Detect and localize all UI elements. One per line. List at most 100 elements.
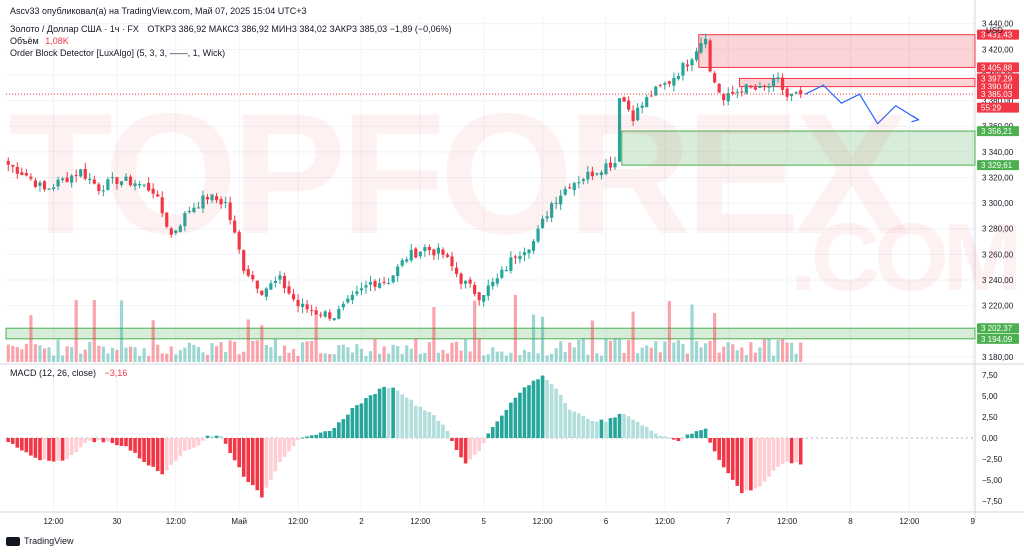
order-block-zones: [5, 34, 976, 340]
volume-bar: [690, 304, 694, 362]
price-label-text: 3 194,09: [981, 335, 1013, 344]
volume-bar: [495, 351, 499, 362]
volume-bar: [147, 355, 151, 362]
price-tick-label: 3 280,00: [982, 225, 1014, 234]
macd-bar: [703, 428, 708, 438]
macd-bar: [359, 403, 364, 438]
candle-body: [649, 95, 653, 97]
candle-body: [33, 180, 38, 187]
macd-bar: [663, 436, 667, 438]
volume-bar: [780, 339, 785, 362]
macd-bar: [626, 416, 631, 438]
candle-body: [156, 194, 160, 197]
indicator-legend[interactable]: Order Block Detector [LuxAlgo] (5, 3, 3,…: [10, 48, 226, 58]
price-label-text: 3 356,21: [981, 127, 1013, 136]
macd-bar: [794, 438, 798, 463]
candle-body: [418, 251, 422, 257]
macd-bar: [640, 425, 645, 438]
volume-bar: [169, 346, 173, 362]
volume-bar: [355, 344, 359, 362]
price-tick-label: 3 320,00: [982, 173, 1014, 182]
candle-body: [590, 171, 594, 177]
volume-bar: [735, 350, 739, 362]
volume-bar: [717, 352, 721, 362]
candle-body: [504, 269, 508, 271]
candle-body: [608, 162, 613, 168]
macd-bar: [164, 438, 169, 471]
macd-bar: [273, 438, 278, 472]
candle-body: [368, 281, 373, 285]
bullish-order-block: [621, 130, 976, 166]
macd-bar: [300, 437, 305, 439]
volume-bar: [468, 351, 472, 362]
volume-bar: [631, 311, 635, 362]
candle-body: [47, 188, 51, 190]
volume-bar: [441, 349, 445, 362]
time-tick-label: 12:00: [777, 517, 798, 526]
volume-bar: [518, 354, 522, 362]
macd-tick-label: 2,50: [982, 413, 998, 422]
price-tick-label: 3 420,00: [982, 45, 1014, 54]
time-tick-label: 12:00: [410, 517, 431, 526]
macd-bar: [368, 395, 373, 438]
price-label-badge: [977, 126, 1019, 137]
candle-body: [409, 249, 413, 261]
macd-bar: [604, 421, 608, 438]
candle-body: [282, 275, 287, 289]
volume-bar: [151, 320, 155, 362]
macd-bar: [155, 438, 160, 472]
macd-bar: [309, 435, 314, 438]
candle-body: [477, 292, 481, 301]
candle-body: [183, 213, 187, 227]
currency-label[interactable]: USD: [986, 26, 1003, 35]
candle-body: [373, 280, 377, 287]
macd-bar: [323, 431, 328, 438]
volume-bar: [183, 347, 187, 362]
candle-body: [219, 199, 223, 205]
macd-bar: [250, 438, 255, 486]
time-tick-label: 12:00: [288, 517, 309, 526]
candle-body: [531, 241, 536, 251]
macd-bar: [178, 438, 183, 456]
macd-bar: [318, 432, 323, 438]
volume-bar: [42, 348, 47, 362]
candle-body: [631, 110, 635, 121]
macd-bar: [586, 418, 590, 438]
volume-bar: [350, 352, 354, 362]
candle-body: [396, 266, 400, 277]
macd-bar: [106, 438, 110, 442]
volume-bar: [74, 300, 78, 362]
candle-body: [314, 310, 318, 315]
macd-bar: [83, 438, 88, 444]
macd-bar: [151, 438, 155, 467]
macd-bar: [264, 438, 269, 488]
volume-bar: [201, 352, 205, 362]
macd-bar: [581, 415, 586, 438]
macd-bar: [101, 438, 106, 443]
candle-body: [119, 181, 124, 185]
volume-bar: [563, 351, 567, 362]
candle-body: [242, 250, 246, 271]
candle-body: [128, 176, 133, 186]
macd-label[interactable]: MACD (12, 26, close): [10, 368, 97, 378]
candle-body: [377, 283, 382, 288]
candle-body: [101, 190, 105, 192]
macd-bar: [667, 437, 672, 439]
macd-bar: [74, 438, 78, 453]
macd-bar: [87, 438, 92, 441]
candle-body: [613, 163, 617, 168]
macd-bar: [427, 412, 432, 438]
macd-bar: [785, 438, 789, 462]
volume-bar: [513, 294, 517, 362]
candle-body: [522, 252, 527, 256]
time-tick-label: 2: [359, 517, 364, 526]
macd-tick-label: 0,00: [982, 434, 998, 443]
candle-body: [355, 291, 359, 295]
tradingview-brand[interactable]: TradingView: [6, 536, 74, 546]
macd-bar: [527, 385, 531, 438]
volume-bar: [559, 341, 563, 362]
symbol-title[interactable]: Золото / Доллар США · 1ч · FX: [10, 24, 139, 34]
volume-bar: [604, 338, 608, 362]
volume-label[interactable]: Объём: [10, 36, 39, 46]
volume-bar: [6, 344, 10, 362]
